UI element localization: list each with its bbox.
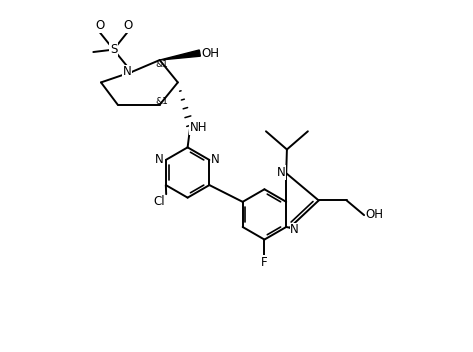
Text: Cl: Cl (153, 195, 165, 208)
Text: OH: OH (201, 46, 219, 59)
Text: N: N (123, 65, 131, 78)
Text: O: O (123, 19, 132, 32)
Text: N: N (211, 153, 220, 166)
Text: NH: NH (190, 121, 208, 134)
Text: N: N (290, 223, 299, 236)
Text: &1: &1 (156, 98, 168, 106)
Text: &1: &1 (156, 61, 168, 69)
Text: OH: OH (366, 208, 384, 221)
Text: F: F (261, 256, 268, 269)
Text: N: N (155, 153, 164, 166)
Text: O: O (95, 19, 104, 32)
Text: N: N (277, 166, 286, 179)
Text: S: S (110, 43, 117, 56)
Polygon shape (160, 50, 201, 60)
